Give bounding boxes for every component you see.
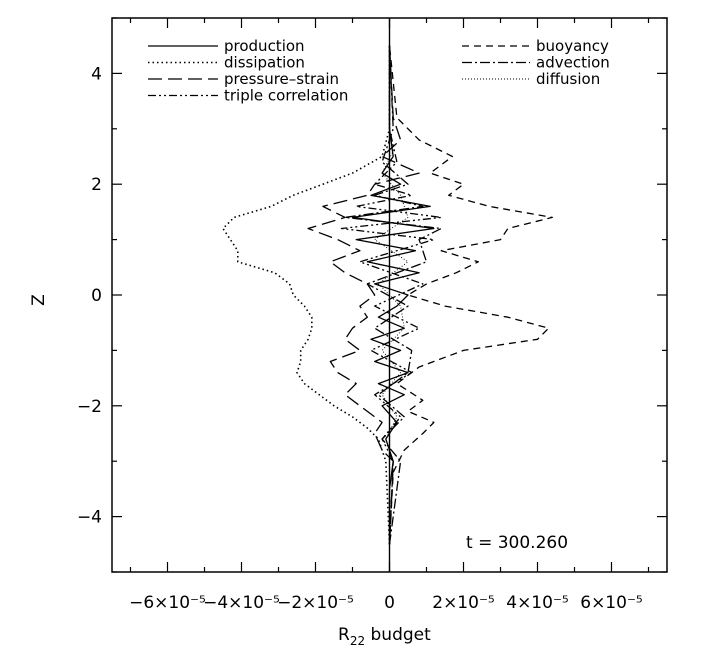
x-tick-label: 2×10⁻⁵: [432, 593, 494, 613]
y-tick-label: −4: [77, 508, 102, 528]
tick-labels: −6×10⁻⁵−4×10⁻⁵−2×10⁻⁵ 0 2×10⁻⁵ 4×10⁻⁵ 6×10⁻⁵…: [77, 64, 643, 613]
y-tick-label: 4: [91, 64, 102, 84]
x-tick-label: −4×10⁻⁵: [203, 593, 280, 613]
series-layer: [222, 18, 553, 572]
legend-label: dissipation: [224, 54, 305, 72]
y-axis-label: Z: [29, 294, 49, 306]
legend-label: production: [224, 37, 305, 55]
series-line-buoyancy: [388, 45, 553, 545]
y-tick-label: 0: [91, 286, 102, 306]
legend: productiondissipationpressure–straintrip…: [148, 37, 610, 105]
x-tick-label: −6×10⁻⁵: [129, 593, 206, 613]
y-tick-label: −2: [77, 397, 102, 417]
y-tick-label: 2: [91, 175, 102, 195]
x-tick-label: −2×10⁻⁵: [277, 593, 354, 613]
legend-label: advection: [536, 54, 610, 72]
series-line-triple-correlation: [340, 45, 442, 545]
legend-label: diffusion: [536, 70, 600, 88]
time-annotation: t = 300.260: [466, 533, 568, 553]
series-line-pressure-strain: [307, 45, 420, 545]
series-line-production: [351, 45, 435, 545]
x-axis-label-main: R: [338, 625, 350, 645]
legend-label: pressure–strain: [224, 70, 339, 88]
x-tick-label: 0: [384, 593, 395, 613]
x-tick-label: 6×10⁻⁵: [580, 593, 642, 613]
legend-label: triple correlation: [224, 87, 348, 105]
legend-label: buoyancy: [536, 37, 609, 55]
x-axis-label-rest: budget: [365, 625, 431, 645]
tick-marks: [112, 17, 667, 573]
x-axis-label-subscript: 22: [350, 634, 365, 648]
x-tick-label: 4×10⁻⁵: [506, 593, 568, 613]
series-line-advection: [344, 45, 442, 545]
x-axis-label: R22 budget: [338, 625, 431, 648]
series-line-dissipation: [222, 45, 391, 545]
series-line-diffusion: [374, 45, 409, 545]
